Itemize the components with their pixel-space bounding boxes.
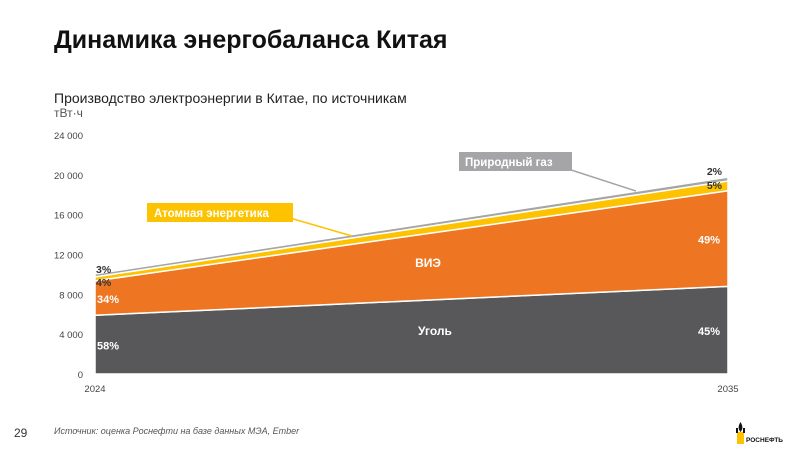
- y-tick-label: 0: [78, 370, 83, 381]
- source-note: Источник: оценка Роснефти на базе данных…: [54, 426, 300, 436]
- y-tick-label: 12 000: [54, 251, 83, 262]
- percent-label: 5%: [707, 180, 723, 192]
- callout-line-gas: [564, 167, 637, 192]
- series-label-nuclear: Атомная энергетика: [154, 208, 269, 220]
- y-tick-label: 24 000: [54, 131, 83, 142]
- y-tick-label: 20 000: [54, 171, 83, 182]
- percent-label: 2%: [707, 166, 723, 178]
- series-label-coal: Уголь: [418, 324, 452, 338]
- callout-box-gas: [459, 152, 572, 171]
- percent-label: 45%: [698, 326, 720, 338]
- rosneft-logo: РОСНЕФТЬ: [736, 422, 783, 444]
- percent-label: 34%: [97, 294, 119, 306]
- percent-label: 49%: [698, 235, 720, 247]
- y-tick-label: 8 000: [59, 290, 83, 301]
- callout-box-nuclear: [147, 203, 293, 222]
- series-label-vie: ВИЭ: [415, 256, 441, 270]
- x-tick-label: 2024: [84, 384, 105, 395]
- y-tick-label: 4 000: [59, 330, 83, 341]
- chart-title: Производство электроэнергии в Китае, по …: [54, 90, 407, 106]
- page-title: Динамика энергобаланса Китая: [54, 26, 448, 54]
- x-tick-label: 2035: [717, 384, 738, 395]
- area-4: [94, 176, 729, 278]
- y-tick-label: 16 000: [54, 211, 83, 222]
- percent-label: 58%: [97, 341, 119, 353]
- page-number: 29: [14, 426, 28, 440]
- svg-text:РОСНЕФТЬ: РОСНЕФТЬ: [746, 437, 783, 444]
- callout-line-nuclear: [289, 217, 353, 237]
- y-axis-label: тВт·ч: [54, 106, 83, 120]
- percent-label: 3%: [96, 264, 112, 276]
- series-label-gas: Природный газ: [465, 157, 553, 169]
- percent-label: 4%: [96, 277, 112, 289]
